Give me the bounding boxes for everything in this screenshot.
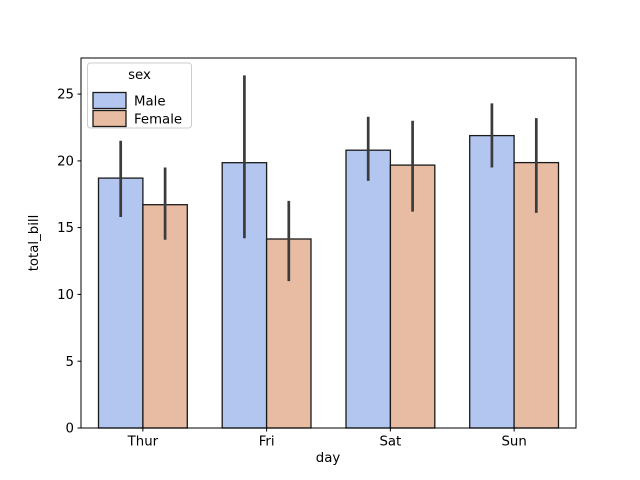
x-tick-label-sat: Sat [379, 435, 401, 450]
axes-spines [80, 57, 577, 429]
bar-female-thur [142, 204, 188, 429]
legend: sex Male Female [87, 62, 192, 129]
bar-female-fri [265, 238, 312, 429]
bars-layer [97, 134, 560, 429]
legend-label-female: Female [134, 113, 182, 128]
bar-male-sat [345, 149, 392, 429]
x-tick-label-sun: Sun [501, 435, 526, 450]
bar-male-thur [97, 177, 144, 429]
y-tick-label-10: 10 [57, 288, 74, 303]
y-tick-label-15: 15 [57, 221, 74, 236]
legend-swatch-male [92, 91, 127, 110]
y-tick-label-5: 5 [66, 355, 74, 370]
bar-male-sun [469, 134, 515, 429]
legend-title: sex [128, 68, 151, 83]
y-axis-label: total_bill [27, 215, 42, 272]
x-axis-ticks: Thur Fri Sat Sun [127, 428, 527, 450]
y-tick-label-20: 20 [57, 155, 74, 170]
x-tick-label-thur: Thur [127, 435, 159, 450]
y-tick-label-0: 0 [66, 422, 74, 437]
x-axis-label: day [316, 451, 341, 466]
legend-label-male: Male [134, 95, 166, 110]
x-tick-label-fri: Fri [259, 435, 275, 450]
legend-swatch-female [92, 109, 127, 128]
y-tick-label-25: 25 [57, 88, 74, 103]
error-bars-layer [119, 75, 538, 282]
y-axis-ticks: 0 5 10 15 20 25 [57, 88, 81, 437]
